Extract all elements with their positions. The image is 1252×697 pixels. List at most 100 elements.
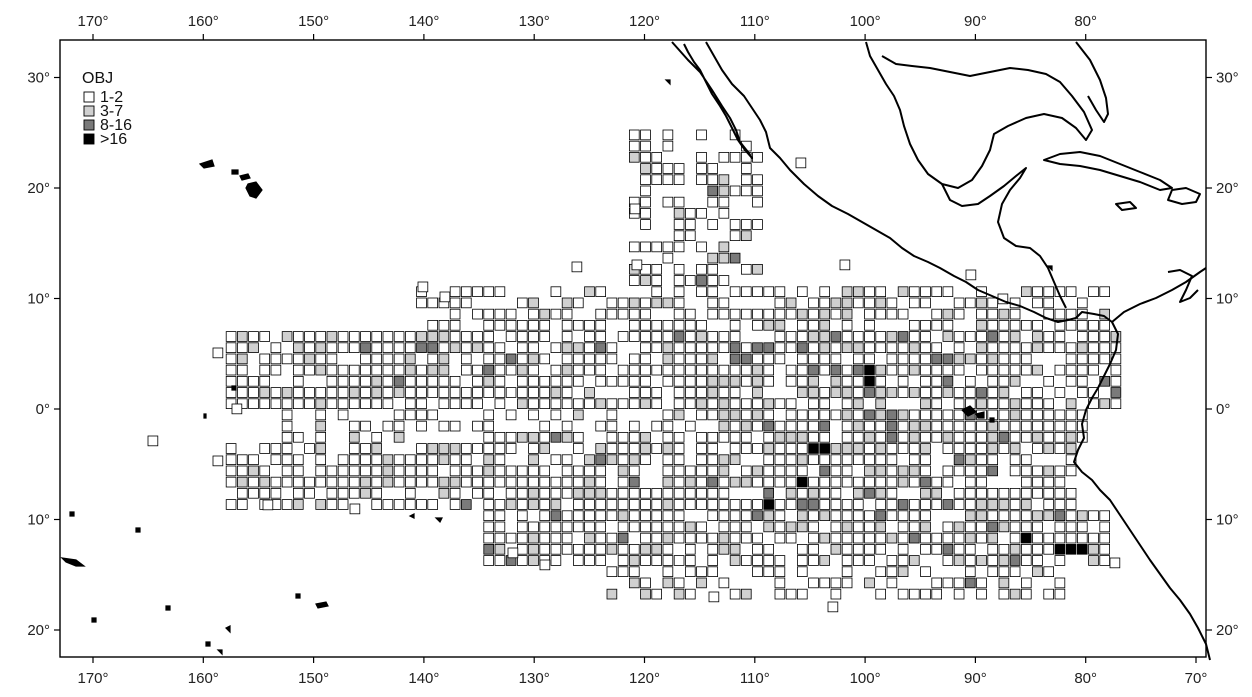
grid-cell bbox=[561, 521, 573, 533]
grid-cell bbox=[897, 499, 909, 510]
grid-cell bbox=[460, 454, 472, 465]
grid-cell bbox=[976, 532, 987, 544]
grid-cell bbox=[483, 353, 494, 365]
grid-cell bbox=[931, 353, 942, 365]
grid-cell bbox=[427, 465, 438, 477]
grid-cell bbox=[505, 409, 517, 421]
grid-cell bbox=[427, 409, 438, 421]
grid-cell bbox=[393, 353, 405, 365]
grid-cell bbox=[1021, 409, 1032, 421]
grid-cell bbox=[606, 499, 618, 510]
grid-cell bbox=[662, 532, 674, 544]
plot-frame bbox=[59, 39, 1207, 658]
grid-cell bbox=[371, 454, 382, 465]
grid-cell bbox=[797, 342, 808, 353]
grid-cell bbox=[438, 353, 450, 365]
grid-cell bbox=[785, 588, 797, 600]
grid-cell bbox=[696, 577, 707, 589]
bottom-tick-label: 140° bbox=[408, 670, 439, 687]
grid-cell bbox=[1099, 353, 1111, 365]
grid-cell bbox=[304, 331, 315, 342]
grid-cell bbox=[1099, 521, 1111, 533]
grid-cell bbox=[472, 342, 483, 353]
grid-cell bbox=[987, 544, 998, 555]
grid-cell bbox=[953, 409, 965, 421]
grid-cell bbox=[819, 443, 830, 454]
grid-cell bbox=[998, 521, 1010, 533]
grid-cell bbox=[853, 454, 864, 465]
grid-cell bbox=[696, 241, 707, 253]
grid-cell bbox=[965, 331, 976, 342]
grid-cell bbox=[741, 465, 752, 477]
grid-cell bbox=[987, 499, 998, 510]
grid-cell bbox=[685, 532, 696, 544]
grid-cell bbox=[953, 398, 965, 409]
grid-cell bbox=[998, 409, 1010, 421]
grid-cell bbox=[1032, 286, 1043, 297]
grid-cell bbox=[1021, 420, 1032, 432]
grid-cell bbox=[707, 487, 718, 499]
grid-cell bbox=[640, 375, 651, 387]
grid-cell bbox=[236, 487, 248, 499]
grid-cell bbox=[348, 431, 360, 443]
grid-cell bbox=[987, 454, 998, 465]
grid-cell bbox=[449, 420, 461, 432]
grid-cell bbox=[225, 375, 237, 387]
grid-cell bbox=[449, 286, 461, 297]
grid-cell bbox=[1110, 375, 1122, 387]
grid-cell bbox=[1032, 566, 1043, 577]
grid-cell bbox=[584, 555, 595, 566]
grid-cell bbox=[617, 375, 629, 387]
grid-cell bbox=[965, 387, 976, 398]
grid-cell bbox=[1054, 510, 1066, 521]
grid-cell bbox=[875, 465, 886, 477]
grid-cell bbox=[539, 544, 550, 555]
grid-cell bbox=[752, 308, 763, 320]
grid-cell bbox=[965, 297, 976, 309]
grid-cell bbox=[673, 364, 685, 376]
grid-cell bbox=[976, 308, 987, 320]
grid-cell bbox=[326, 364, 338, 376]
grid-cell bbox=[741, 532, 752, 544]
grid-cell bbox=[292, 331, 304, 342]
grid-cell bbox=[651, 174, 662, 186]
grid-cell bbox=[584, 342, 595, 353]
grid-cell bbox=[976, 487, 987, 499]
grid-cell bbox=[830, 532, 842, 544]
grid-cell bbox=[1088, 319, 1099, 331]
grid-cell bbox=[841, 286, 853, 297]
grid-cell bbox=[494, 499, 506, 510]
grid-cell bbox=[864, 476, 875, 488]
grid-cell bbox=[920, 454, 931, 465]
grid-cell bbox=[729, 409, 741, 421]
grid-cell bbox=[225, 465, 237, 477]
grid-cell bbox=[808, 342, 819, 353]
grid-cell bbox=[673, 555, 685, 566]
coastline bbox=[671, 41, 1211, 661]
grid-cell bbox=[662, 252, 674, 264]
pacific-islets bbox=[60, 79, 1053, 656]
grid-cell bbox=[774, 443, 786, 454]
grid-cell bbox=[729, 510, 741, 521]
grid-cell bbox=[1032, 409, 1043, 421]
grid-cell bbox=[225, 364, 237, 376]
grid-cell bbox=[483, 443, 494, 454]
grid-cell bbox=[1032, 487, 1043, 499]
grid-cell bbox=[292, 476, 304, 488]
grid-cell bbox=[393, 420, 405, 432]
grid-cell bbox=[460, 297, 472, 309]
grid-cell bbox=[494, 375, 506, 387]
grid-cell bbox=[617, 487, 629, 499]
grid-cell bbox=[528, 387, 539, 398]
grid-cell bbox=[741, 476, 752, 488]
grid-cell bbox=[1054, 409, 1066, 421]
grid-cell bbox=[662, 353, 674, 365]
grid-cell bbox=[853, 409, 864, 421]
florida-coast bbox=[1075, 41, 1109, 123]
grid-cell bbox=[236, 331, 248, 342]
grid-cell bbox=[797, 443, 808, 454]
grid-cell bbox=[393, 465, 405, 477]
grid-cell bbox=[830, 521, 842, 533]
grid-cell bbox=[561, 308, 573, 320]
grid-cell bbox=[505, 319, 517, 331]
